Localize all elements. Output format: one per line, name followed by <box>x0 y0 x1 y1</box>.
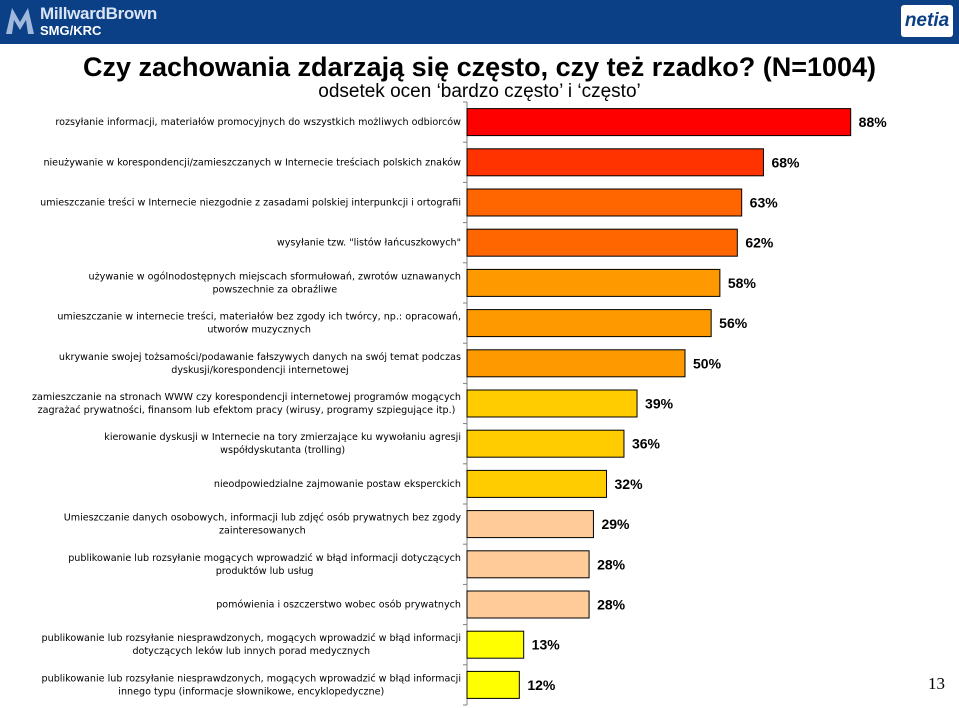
category-label-line: ukrywanie swojej tożsamości/podawanie fa… <box>59 351 461 363</box>
bar <box>466 389 638 418</box>
category-label-line: publikowanie lub rozsyłanie mogących wpr… <box>68 552 461 564</box>
category-label-line: zamieszczanie na stronach WWW czy koresp… <box>32 391 461 403</box>
category-label: ukrywanie swojej tożsamości/podawanie fa… <box>59 351 461 376</box>
logo-brand-text: MillwardBrown <box>40 4 157 23</box>
category-label-line: pomówienia i oszczerstwo wobec osób pryw… <box>216 599 461 611</box>
category-label-line: używanie w ogólnodostępnych miejscach sf… <box>89 270 461 282</box>
data-label: 32% <box>615 476 644 492</box>
category-label-line: zainteresowanych <box>219 526 306 537</box>
category-label: publikowanie lub rozsyłanie mogących wpr… <box>68 552 461 577</box>
netia-logo: netia <box>901 5 953 37</box>
data-label: 12% <box>527 677 556 693</box>
bar <box>466 349 686 378</box>
category-label-line: Umieszczanie danych osobowych, informacj… <box>64 512 462 524</box>
data-label: 13% <box>532 637 561 653</box>
category-label-line: nieużywanie w korespondencji/zamieszczan… <box>43 156 461 168</box>
page-number: 13 <box>928 674 945 693</box>
bar <box>466 630 525 659</box>
category-label: Umieszczanie danych osobowych, informacj… <box>64 512 462 537</box>
bar <box>466 670 520 699</box>
category-label-line: kierowanie dyskusji w Internecie na tory… <box>104 432 461 443</box>
category-label-line: publikowanie lub rozsyłanie niesprawdzon… <box>42 672 461 684</box>
data-label: 63% <box>750 195 779 211</box>
bar <box>466 309 712 338</box>
data-label: 39% <box>645 396 674 412</box>
category-label: kierowanie dyskusji w Internecie na tory… <box>104 432 461 456</box>
category-label: używanie w ogólnodostępnych miejscach sf… <box>89 270 461 295</box>
category-label-line: publikowanie lub rozsyłanie niesprawdzon… <box>42 632 461 644</box>
data-label: 28% <box>597 556 626 572</box>
category-label-line: współdyskutanta (trolling) <box>220 444 345 456</box>
category-label: umieszczanie treści w Internecie niezgod… <box>40 197 461 209</box>
millwardbrown-mark-icon <box>6 8 34 34</box>
bar <box>466 429 625 458</box>
bar <box>466 469 608 498</box>
data-label: 28% <box>597 597 626 613</box>
data-label: 50% <box>693 355 722 371</box>
data-label: 36% <box>632 436 661 452</box>
data-label: 56% <box>719 315 748 331</box>
category-label: publikowanie lub rozsyłanie niesprawdzon… <box>42 632 461 657</box>
category-label: rozsyłanie informacji, materiałów promoc… <box>55 116 461 128</box>
category-label: umieszczanie w internecie treści, materi… <box>57 311 461 336</box>
bar-chart: 88% rozsyłanie informacji, materiałów pro… <box>32 101 888 706</box>
category-label-line: innego typu (informacje słownikowe, ency… <box>118 686 384 697</box>
category-label-line: umieszczanie treści w Internecie niezgod… <box>40 197 461 209</box>
data-label: 88% <box>859 114 888 130</box>
chart-title: Czy zachowania zdarzają się często, czy … <box>82 52 877 82</box>
category-label: pomówienia i oszczerstwo wobec osób pryw… <box>216 599 461 611</box>
bar <box>466 108 852 137</box>
category-label: publikowanie lub rozsyłanie niesprawdzon… <box>42 672 461 697</box>
header-bar: MillwardBrown SMG/KRC netia <box>0 0 959 44</box>
data-label: 58% <box>728 275 757 291</box>
category-label-line: rozsyłanie informacji, materiałów promoc… <box>55 116 461 128</box>
category-label-line: umieszczanie w internecie treści, materi… <box>57 311 461 323</box>
category-label-line: produktów lub usług <box>216 565 314 577</box>
category-label-line: wysyłanie tzw. "listów łańcuszkowych" <box>277 237 461 249</box>
category-label: nieodpowiedzialne zajmowanie postaw eksp… <box>214 479 461 490</box>
data-label: 29% <box>601 516 630 532</box>
category-label-line: dyskusji/korespondencji internetowej <box>171 365 348 376</box>
category-label-line: nieodpowiedzialne zajmowanie postaw eksp… <box>214 479 461 490</box>
data-label: 68% <box>771 154 800 170</box>
bar <box>466 228 738 257</box>
category-label: zamieszczanie na stronach WWW czy koresp… <box>32 391 461 416</box>
bar <box>466 188 743 217</box>
category-label-line: powszechnie za obraźliwe <box>212 283 337 295</box>
logo-sub-text: SMG/KRC <box>40 23 102 38</box>
category-label: nieużywanie w korespondencji/zamieszczan… <box>43 156 461 168</box>
bar <box>466 268 721 297</box>
category-label-line: utworów muzycznych <box>207 324 311 336</box>
category-label-line: zagrażać prywatności, finansom lub efekt… <box>38 404 456 416</box>
bar <box>466 148 764 177</box>
category-label-line: dotyczących leków lub innych porad medyc… <box>132 645 370 657</box>
bar <box>466 510 594 539</box>
bar <box>466 590 590 619</box>
millwardbrown-logo: MillwardBrown SMG/KRC <box>4 3 157 41</box>
bar <box>466 550 590 579</box>
category-label: wysyłanie tzw. "listów łańcuszkowych" <box>277 237 461 249</box>
chart-subtitle: odsetek ocen ‘bardzo często’ i ‘często’ <box>318 81 641 102</box>
data-label: 62% <box>745 235 774 251</box>
